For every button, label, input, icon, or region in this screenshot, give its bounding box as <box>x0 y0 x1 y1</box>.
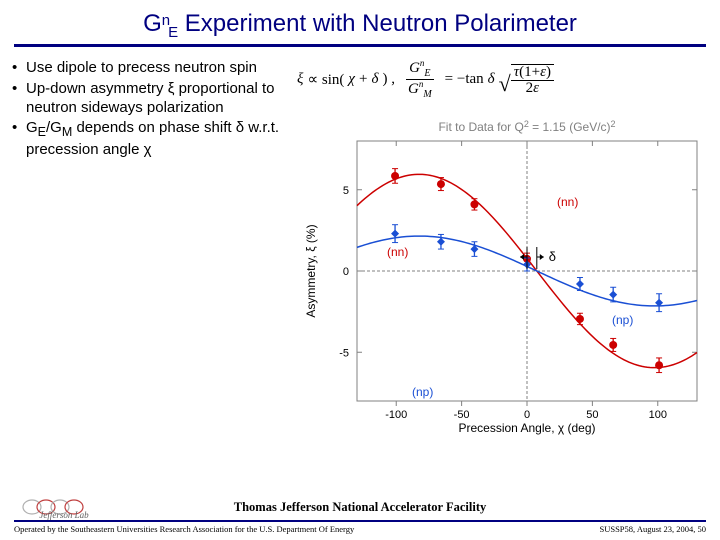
svg-text:-5: -5 <box>339 347 349 359</box>
slide-title: GnE Experiment with Neutron Polarimeter <box>0 0 720 38</box>
svg-text:Asymmetry, ξ (%): Asymmetry, ξ (%) <box>304 224 318 317</box>
footer: Jefferson Lab Thomas Jefferson National … <box>0 494 720 540</box>
equation: ξ ∝ sin(χ + δ) ,GnEGnM= −tanδ√τ(1+ε)2ε <box>297 59 708 100</box>
svg-text:(nn): (nn) <box>387 245 408 259</box>
title-rest: Experiment with Neutron Polarimeter <box>178 10 577 37</box>
body: Use dipole to precess neutron spin Up-dow… <box>0 47 720 436</box>
bullet-item: GE/GM depends on phase shift δ w.r.t. pr… <box>12 119 291 159</box>
svg-text:5: 5 <box>343 185 349 197</box>
svg-text:100: 100 <box>649 409 667 421</box>
facility-name: Thomas Jefferson National Accelerator Fa… <box>114 500 606 515</box>
svg-text:-100: -100 <box>385 409 407 421</box>
title-sub: E <box>168 24 178 41</box>
bullet-list: Use dipole to precess neutron spin Up-dow… <box>12 59 291 160</box>
operated-by: Operated by the Southeastern Universitie… <box>14 524 354 534</box>
svg-text:Fit to Data for Q2 = 1.15 (GeV: Fit to Data for Q2 = 1.15 (GeV/c)2 <box>438 119 615 134</box>
svg-text:-50: -50 <box>454 409 470 421</box>
svg-text:δ: δ <box>549 249 556 264</box>
title-G: G <box>143 10 162 37</box>
jlab-logo: Jefferson Lab <box>14 494 114 520</box>
bullet-item: Use dipole to precess neutron spin <box>12 59 291 78</box>
right-column: ξ ∝ sin(χ + δ) ,GnEGnM= −tanδ√τ(1+ε)2ε -… <box>297 59 708 436</box>
svg-text:Precession Angle, χ (deg): Precession Angle, χ (deg) <box>458 421 595 435</box>
svg-text:50: 50 <box>586 409 598 421</box>
bullet-item: Up-down asymmetry ξ proportional to neut… <box>12 80 291 118</box>
svg-text:(np): (np) <box>612 313 633 327</box>
footer-right: SUSSP58, August 23, 2004, 50 <box>599 524 706 534</box>
svg-text:(nn): (nn) <box>557 195 578 209</box>
svg-text:0: 0 <box>343 266 349 278</box>
asymmetry-chart: -100-50050100-505Precession Angle, χ (de… <box>297 106 707 436</box>
svg-text:Jefferson Lab: Jefferson Lab <box>39 510 89 520</box>
svg-text:0: 0 <box>524 409 530 421</box>
svg-text:(np): (np) <box>412 385 433 399</box>
bullet-column: Use dipole to precess neutron spin Up-dow… <box>12 59 297 436</box>
chart-container: -100-50050100-505Precession Angle, χ (de… <box>297 106 708 436</box>
